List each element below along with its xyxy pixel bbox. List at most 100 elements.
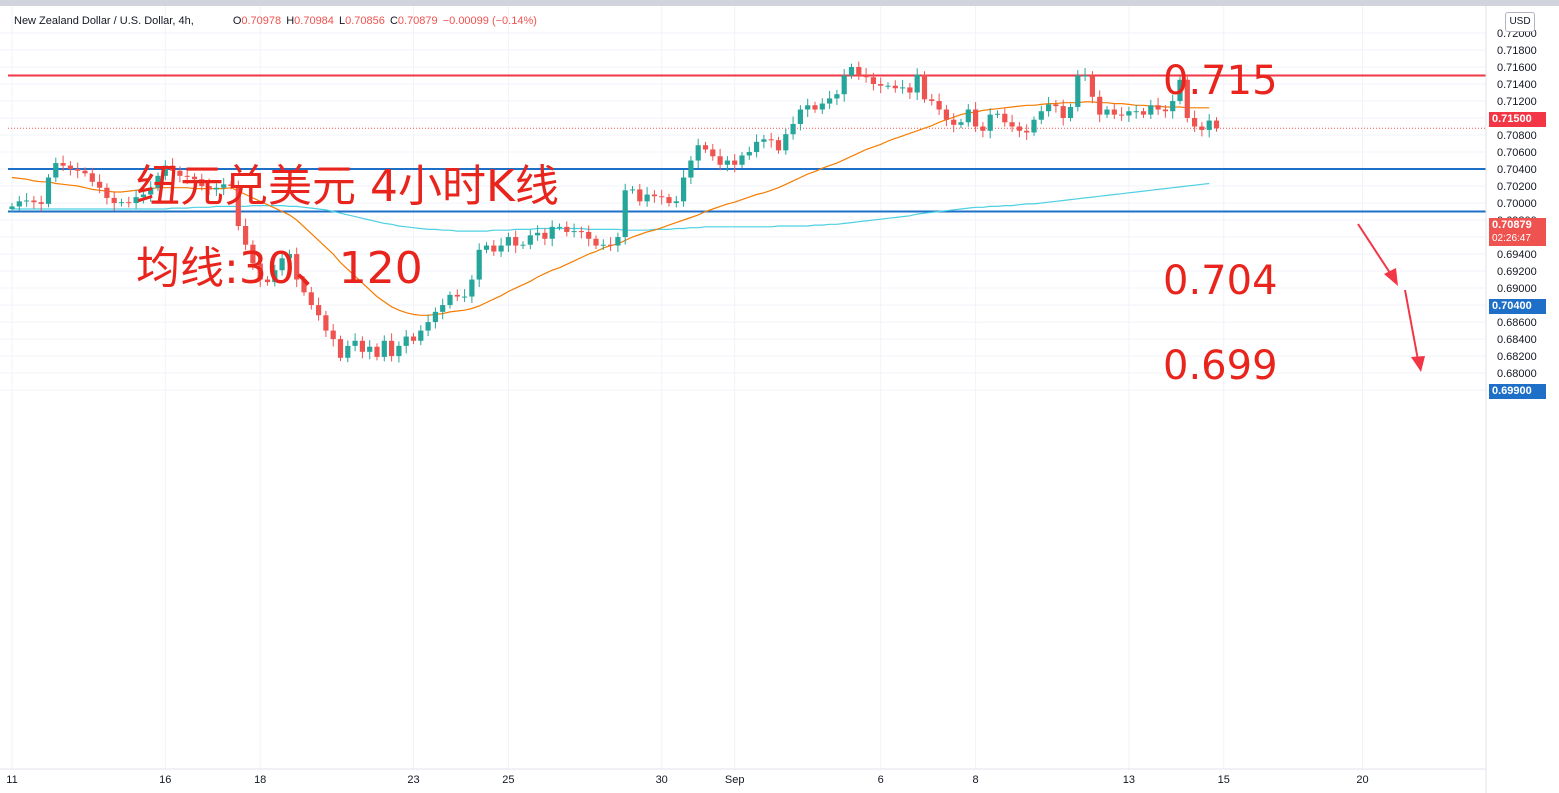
- candle: [1067, 103, 1074, 122]
- candle: [257, 256, 263, 288]
- time-tick-label: 30: [656, 774, 668, 786]
- candle-body: [24, 200, 30, 202]
- candle-body: [797, 109, 803, 124]
- candle: [454, 289, 460, 301]
- candle: [1089, 71, 1095, 104]
- candle-body: [505, 237, 511, 246]
- candle-body: [593, 238, 599, 246]
- candle: [973, 102, 979, 132]
- candle-body: [1199, 126, 1205, 130]
- candle-body: [9, 206, 15, 209]
- candle: [24, 193, 30, 207]
- candle: [812, 101, 818, 113]
- candle-body: [1089, 75, 1095, 97]
- candle: [206, 178, 212, 195]
- candle: [600, 239, 606, 250]
- candle: [308, 286, 314, 310]
- candle-body: [1140, 111, 1147, 115]
- candle-body: [943, 109, 949, 120]
- candle: [608, 237, 614, 251]
- candle-body: [600, 244, 606, 246]
- candle: [1082, 68, 1088, 81]
- candle: [323, 310, 329, 338]
- candle: [958, 118, 964, 129]
- candle: [1038, 105, 1044, 125]
- candle-body: [1009, 122, 1015, 127]
- candle: [571, 223, 577, 238]
- candle-body: [1038, 111, 1044, 120]
- candle: [754, 134, 760, 158]
- forecast-arrowhead-2: [1411, 356, 1425, 372]
- candle-body: [666, 197, 672, 204]
- candles: [9, 61, 1220, 363]
- candle: [250, 240, 256, 270]
- candle: [732, 154, 738, 173]
- candle: [1177, 76, 1183, 105]
- candle: [133, 189, 139, 209]
- candle: [564, 221, 570, 237]
- candle-body: [213, 187, 219, 190]
- candle: [637, 183, 643, 206]
- candle: [1155, 97, 1161, 115]
- candle-body: [761, 139, 767, 142]
- candle: [1140, 107, 1147, 119]
- candle: [775, 136, 782, 154]
- candle: [53, 157, 59, 182]
- currency-button[interactable]: USD: [1505, 12, 1535, 32]
- candle-body: [403, 336, 409, 346]
- candle: [951, 113, 957, 133]
- candle-body: [907, 87, 913, 93]
- candle-body: [440, 305, 446, 312]
- price-tick-label: 0.71400: [1497, 79, 1537, 91]
- candle-body: [1104, 109, 1110, 115]
- candle-body: [469, 279, 475, 297]
- candle-body: [177, 170, 183, 176]
- candle: [447, 291, 453, 309]
- candle-body: [1111, 109, 1117, 115]
- candle: [1192, 110, 1198, 132]
- candle: [243, 218, 249, 251]
- candle-body: [1067, 106, 1074, 119]
- candle-body: [973, 109, 979, 127]
- price-tick-label: 0.70400: [1497, 164, 1537, 176]
- candle: [724, 156, 730, 172]
- candle: [191, 173, 198, 183]
- candle-body: [688, 160, 694, 178]
- candle-body: [1170, 101, 1176, 112]
- candle-body: [929, 99, 935, 102]
- candle-body: [97, 181, 103, 188]
- forecast-arrows: [1357, 223, 1425, 372]
- candle: [673, 195, 679, 208]
- candle: [221, 177, 227, 196]
- time-tick-label: 8: [973, 774, 979, 786]
- candle: [1002, 108, 1008, 127]
- candle-body: [264, 279, 271, 283]
- candle-body: [133, 197, 139, 204]
- candle-body: [936, 101, 942, 110]
- candle: [381, 335, 387, 362]
- candle: [1009, 114, 1015, 132]
- candle: [97, 174, 103, 194]
- candle: [505, 232, 511, 253]
- candle-body: [272, 270, 278, 283]
- candle-body: [316, 305, 322, 316]
- candle: [301, 276, 307, 296]
- candle-body: [783, 134, 789, 151]
- candle-body: [38, 202, 44, 204]
- candle: [476, 243, 482, 288]
- candle: [622, 183, 628, 245]
- candle-body: [885, 85, 891, 87]
- candle-body: [45, 177, 52, 204]
- candle: [1206, 114, 1212, 138]
- candle-body: [681, 177, 687, 202]
- candle-body: [914, 74, 920, 93]
- candle-body: [1177, 79, 1183, 102]
- candle-body: [250, 244, 256, 264]
- candle: [885, 82, 891, 90]
- price-tick-label: 0.70600: [1497, 147, 1537, 159]
- time-tick-label: 15: [1218, 774, 1230, 786]
- candle-body: [732, 160, 738, 165]
- level-label-low: 0.699: [1163, 343, 1278, 389]
- candle-body: [615, 237, 621, 246]
